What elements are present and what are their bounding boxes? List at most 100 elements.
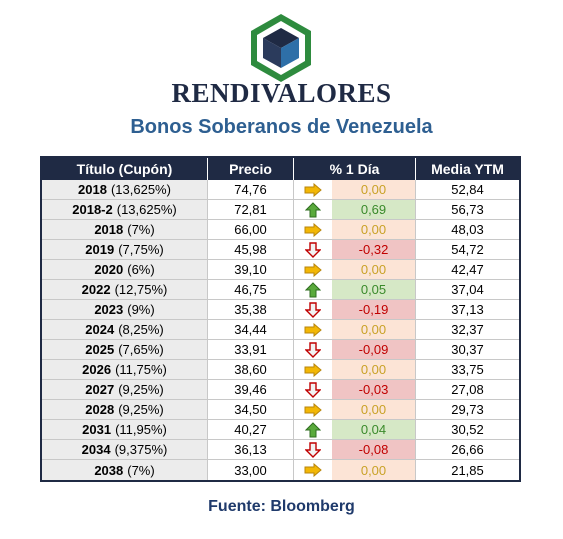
header-change: % 1 Día [294, 158, 416, 180]
arrow-up-icon [294, 280, 332, 299]
bond-title-cell: 2028 (9,25%) [42, 400, 208, 419]
bond-title-cell: 2024 (8,25%) [42, 320, 208, 339]
header-ytm: Media YTM [431, 161, 504, 177]
change-value: 0,00 [332, 360, 415, 379]
bond-coupon: (7%) [127, 222, 155, 237]
bond-title-cell: 2034 (9,375%) [42, 440, 208, 459]
change-value: -0,32 [332, 240, 415, 259]
price-cell: 39,10 [208, 260, 294, 279]
bond-coupon: (9,25%) [118, 402, 164, 417]
ytm-cell: 32,37 [451, 322, 484, 337]
bond-title-cell: 2019 (7,75%) [42, 240, 208, 259]
bonds-table: Título (Cupón) Precio % 1 Día Media YTM … [40, 156, 521, 482]
bond-year: 2023 [94, 302, 124, 317]
change-value: 0,05 [332, 280, 415, 299]
bond-year: 2018-2 [72, 202, 113, 217]
source-footer: Fuente: Bloomberg [208, 498, 355, 515]
change-cell: -0,09 [294, 340, 416, 359]
arrow-right-icon [294, 460, 332, 480]
change-value: -0,08 [332, 440, 415, 459]
bond-title-cell: 2020 (6%) [42, 260, 208, 279]
bond-title-cell: 2025 (7,65%) [42, 340, 208, 359]
change-cell: 0,69 [294, 200, 416, 219]
bond-title-cell: 2038 (7%) [42, 460, 208, 480]
change-cell: -0,08 [294, 440, 416, 459]
bond-year: 2031 [82, 422, 112, 437]
table-row: 2018-2 (13,625%) 72,81 0,69 56,73 [42, 200, 519, 220]
table-header: Título (Cupón) Precio % 1 Día Media YTM [42, 158, 519, 180]
price-cell: 74,76 [208, 180, 294, 199]
bond-coupon: (7%) [127, 462, 155, 478]
table-row: 2031 (11,95%) 40,27 0,04 30,52 [42, 420, 519, 440]
bond-coupon: (12,75%) [114, 282, 168, 297]
bond-year: 2019 [85, 242, 115, 257]
bond-year: 2034 [81, 442, 111, 457]
table-row: 2027 (9,25%) 39,46 -0,03 27,08 [42, 380, 519, 400]
price-cell: 33,91 [208, 340, 294, 359]
arrow-down-icon [294, 380, 332, 399]
table-row: 2023 (9%) 35,38 -0,19 37,13 [42, 300, 519, 320]
rendivalores-logo [248, 12, 314, 82]
change-cell: 0,00 [294, 320, 416, 339]
bond-coupon: (9,375%) [114, 442, 168, 457]
ytm-cell: 52,84 [451, 182, 484, 197]
ytm-cell: 56,73 [451, 202, 484, 217]
change-value: 0,69 [332, 200, 415, 219]
table-row: 2026 (11,75%) 38,60 0,00 33,75 [42, 360, 519, 380]
table-row: 2025 (7,65%) 33,91 -0,09 30,37 [42, 340, 519, 360]
bond-coupon: (7,75%) [118, 242, 164, 257]
price-cell: 66,00 [208, 220, 294, 239]
bond-year: 2027 [85, 382, 115, 397]
bond-coupon: (6%) [127, 262, 155, 277]
bond-coupon: (8,25%) [118, 322, 164, 337]
bond-title-cell: 2018 (7%) [42, 220, 208, 239]
price-cell: 33,00 [208, 460, 294, 480]
table-row: 2038 (7%) 33,00 0,00 21,85 [42, 460, 519, 480]
change-value: 0,00 [332, 320, 415, 339]
arrow-down-icon [294, 440, 332, 459]
arrow-right-icon [294, 400, 332, 419]
change-value: -0,03 [332, 380, 415, 399]
arrow-down-icon [294, 300, 332, 319]
table-row: 2034 (9,375%) 36,13 -0,08 26,66 [42, 440, 519, 460]
change-value: 0,00 [332, 460, 415, 480]
header-price: Precio [208, 158, 294, 180]
price-cell: 36,13 [208, 440, 294, 459]
change-cell: -0,19 [294, 300, 416, 319]
table-row: 2028 (9,25%) 34,50 0,00 29,73 [42, 400, 519, 420]
ytm-cell: 54,72 [451, 242, 484, 257]
bond-year: 2038 [94, 462, 124, 478]
arrow-up-icon [294, 200, 332, 219]
ytm-cell: 29,73 [451, 402, 484, 417]
bond-year: 2028 [85, 402, 115, 417]
change-cell: 0,00 [294, 260, 416, 279]
change-value: 0,00 [332, 220, 415, 239]
bond-coupon: (11,75%) [115, 362, 167, 377]
table-row: 2022 (12,75%) 46,75 0,05 37,04 [42, 280, 519, 300]
change-value: 0,04 [332, 420, 415, 439]
price-cell: 46,75 [208, 280, 294, 299]
ytm-cell: 30,52 [451, 422, 484, 437]
ytm-cell: 33,75 [451, 362, 484, 377]
price-cell: 45,98 [208, 240, 294, 259]
change-cell: 0,00 [294, 220, 416, 239]
change-value: -0,19 [332, 300, 415, 319]
bond-coupon: (13,625%) [110, 182, 171, 197]
arrow-down-icon [294, 340, 332, 359]
arrow-down-icon [294, 240, 332, 259]
ytm-cell: 30,37 [451, 342, 484, 357]
arrow-right-icon [294, 320, 332, 339]
bond-coupon: (7,65%) [118, 342, 164, 357]
arrow-right-icon [294, 180, 332, 199]
change-cell: 0,00 [294, 360, 416, 379]
bond-title-cell: 2027 (9,25%) [42, 380, 208, 399]
change-cell: -0,32 [294, 240, 416, 259]
arrow-right-icon [294, 360, 332, 379]
change-value: 0,00 [332, 180, 415, 199]
table-row: 2020 (6%) 39,10 0,00 42,47 [42, 260, 519, 280]
bond-title-cell: 2018-2 (13,625%) [42, 200, 208, 219]
change-value: 0,00 [332, 400, 415, 419]
bond-year: 2020 [94, 262, 124, 277]
change-cell: 0,04 [294, 420, 416, 439]
bond-year: 2018 [78, 182, 107, 197]
